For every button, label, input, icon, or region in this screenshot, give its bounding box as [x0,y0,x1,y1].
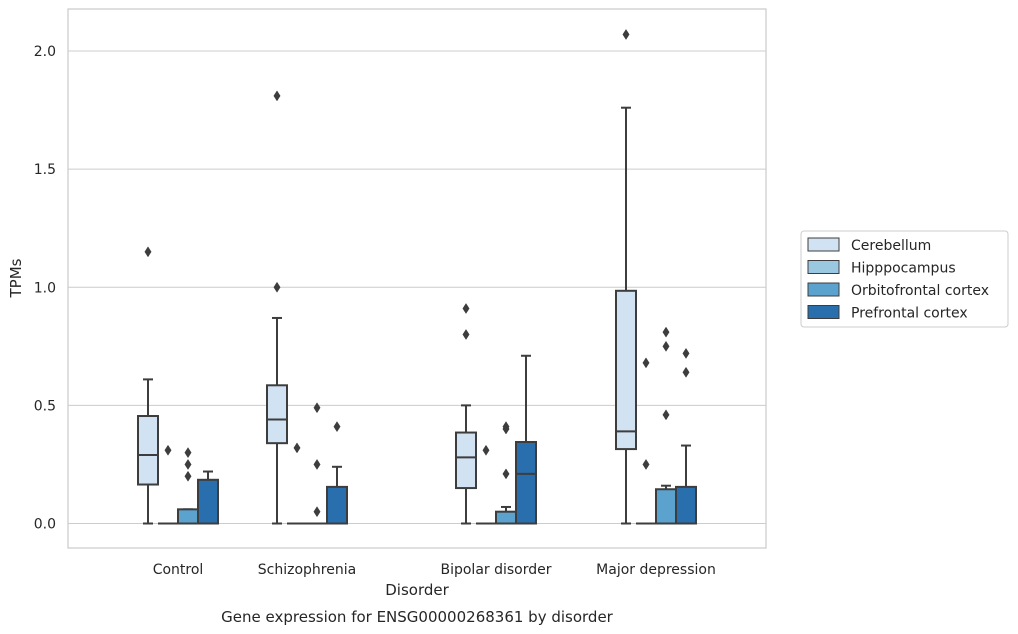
box-orbitofrontal-cortex-2 [495,421,517,525]
y-tick-label: 0.0 [34,517,56,533]
box-cerebellum-0 [137,246,159,525]
legend-label: Prefrontal cortex [851,306,968,322]
box-cerebellum-2 [455,303,477,525]
box-cerebellum-1 [266,90,288,525]
x-tick-label: Schizophrenia [258,562,356,578]
outlier-point [273,281,281,293]
box-body [675,485,697,525]
y-tick-label: 0.5 [34,398,56,414]
outlier-point [313,506,321,518]
box-body [615,289,637,451]
outlier-point [462,329,470,340]
box-body [197,478,219,525]
outlier-point [164,444,172,456]
box-body [326,485,348,525]
box-cerebellum-3 [615,28,637,525]
outlier-point [682,347,690,359]
figure-caption: Gene expression for ENSG00000268361 by d… [221,608,614,626]
legend-swatch [807,260,840,274]
outlier-point [662,340,670,352]
box-body [266,384,288,445]
outlier-point [144,246,152,258]
box-prefrontal-cortex-1 [326,421,348,525]
legend-swatch [807,282,840,297]
outlier-point [502,468,510,480]
x-tick-label: Bipolar disorder [440,562,551,578]
box-orbitofrontal-cortex-0 [177,447,199,525]
outlier-point [293,442,301,454]
y-tick-label: 1.5 [34,162,56,178]
y-axis-ticks: 0.0 0.5 1.0 1.5 2.0 [34,44,56,533]
outlier-point [184,458,192,470]
outlier-point [313,402,321,414]
outlier-point [184,470,192,482]
box-prefrontal-cortex-2 [515,354,537,525]
outlier-point [502,421,510,433]
box-body [455,431,477,490]
box-hipppocampus-3 [636,357,656,525]
grid-lines [68,50,766,525]
outlier-point [662,409,670,421]
y-axis-label: TPMs [7,258,25,298]
outlier-point [682,366,690,378]
outlier-point [642,458,650,470]
box-hipppocampus-1 [287,442,307,525]
outlier-point [313,458,321,470]
plot-frame [67,8,767,549]
legend-label: Hipppocampus [851,261,956,277]
outlier-point [333,421,341,433]
box-orbitofrontal-cortex-3 [655,326,677,525]
box-prefrontal-cortex-0 [197,470,219,525]
outlier-point [662,326,670,338]
legend-frame [800,230,1009,328]
outlier-point [273,90,281,102]
legend-swatch [807,305,840,319]
x-axis-ticks: Control Schizophrenia Bipolar disorder Majo… [153,562,716,578]
legend-label: Orbitofrontal cortex [851,283,989,299]
outlier-point [462,303,470,314]
legend: Cerebellum Hipppocampus Orbitofrontal cort… [800,230,1009,328]
box-body [655,488,677,525]
outlier-point [482,444,490,456]
box-prefrontal-cortex-3 [675,347,697,525]
x-tick-label: Major depression [596,562,716,578]
outlier-point [642,357,650,369]
box-body [177,508,199,525]
y-tick-label: 1.0 [34,280,56,296]
box-hipppocampus-0 [158,444,178,525]
x-tick-label: Control [153,562,204,578]
box-body [495,510,517,525]
x-axis-label: Disorder [385,581,449,599]
box-body [515,440,537,525]
legend-swatch [807,237,840,252]
box-hipppocampus-2 [476,444,496,525]
outlier-point [622,28,630,40]
box-body [137,415,159,486]
outlier-point [184,447,192,459]
legend-label: Cerebellum [851,238,931,254]
box-series [137,28,697,525]
y-tick-label: 2.0 [34,44,56,60]
box-orbitofrontal-cortex-1 [307,402,327,525]
